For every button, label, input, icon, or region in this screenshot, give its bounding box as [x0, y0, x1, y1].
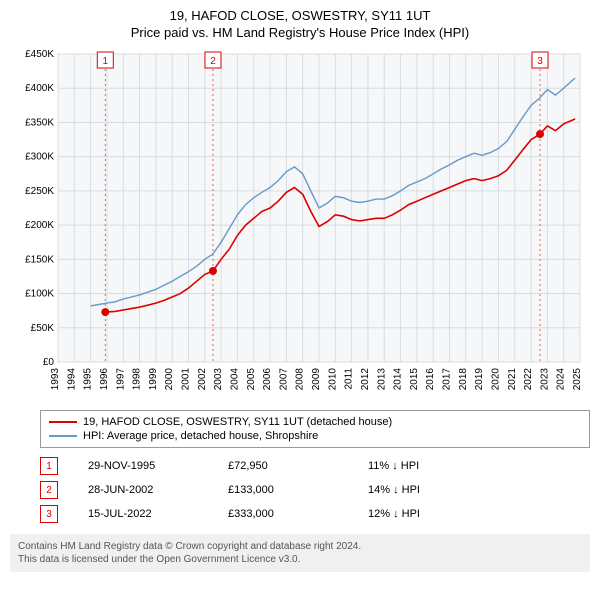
marker-delta: 14% ↓ HPI — [368, 484, 478, 496]
legend-swatch-1 — [49, 421, 77, 423]
marker-date: 15-JUL-2022 — [88, 508, 198, 520]
chart-svg: £0 £50K £100K £150K £200K £250K £300K £350K £400… — [10, 44, 590, 404]
svg-text:2025: 2025 — [572, 368, 583, 391]
svg-text:2014: 2014 — [393, 368, 404, 391]
title-subtitle: Price paid vs. HM Land Registry's House … — [0, 23, 600, 40]
legend-swatch-2 — [49, 435, 77, 437]
marker-delta: 12% ↓ HPI — [368, 508, 478, 520]
svg-text:2: 2 — [210, 56, 216, 67]
legend-box: 19, HAFOD CLOSE, OSWESTRY, SY11 1UT (det… — [40, 410, 590, 448]
marker-table: 1 29-NOV-1995 £72,950 11% ↓ HPI 2 28-JUN… — [40, 454, 590, 526]
svg-text:2010: 2010 — [327, 368, 338, 391]
svg-text:1993: 1993 — [50, 368, 61, 391]
svg-text:£350K: £350K — [25, 117, 54, 128]
svg-text:1999: 1999 — [148, 368, 159, 391]
svg-text:2021: 2021 — [507, 368, 518, 391]
svg-text:2022: 2022 — [523, 368, 534, 391]
svg-text:2002: 2002 — [197, 368, 208, 391]
svg-text:1997: 1997 — [115, 368, 126, 391]
svg-text:2001: 2001 — [181, 368, 192, 391]
svg-text:2012: 2012 — [360, 368, 371, 391]
svg-text:£200K: £200K — [25, 220, 54, 231]
svg-text:£400K: £400K — [25, 83, 54, 94]
svg-text:£300K: £300K — [25, 152, 54, 163]
svg-text:2024: 2024 — [556, 368, 567, 391]
copyright-box: Contains HM Land Registry data © Crown c… — [10, 534, 590, 572]
svg-text:2008: 2008 — [295, 368, 306, 391]
svg-text:2000: 2000 — [164, 368, 175, 391]
marker-badge: 2 — [40, 481, 58, 499]
svg-text:2011: 2011 — [344, 368, 355, 390]
title-address: 19, HAFOD CLOSE, OSWESTRY, SY11 1UT — [0, 0, 600, 23]
svg-text:2003: 2003 — [213, 368, 224, 391]
marker-date: 29-NOV-1995 — [88, 460, 198, 472]
svg-text:2013: 2013 — [376, 368, 387, 391]
svg-text:£0: £0 — [43, 357, 55, 368]
svg-text:1994: 1994 — [66, 368, 77, 391]
svg-text:£150K: £150K — [25, 254, 54, 265]
svg-text:2020: 2020 — [490, 368, 501, 391]
svg-text:£250K: £250K — [25, 186, 54, 197]
svg-text:£100K: £100K — [25, 289, 54, 300]
legend-row: 19, HAFOD CLOSE, OSWESTRY, SY11 1UT (det… — [49, 415, 581, 429]
legend-row: HPI: Average price, detached house, Shro… — [49, 429, 581, 443]
svg-text:2009: 2009 — [311, 368, 322, 391]
price-chart: £0 £50K £100K £150K £200K £250K £300K £350K £400… — [10, 44, 590, 404]
copyright-line: This data is licensed under the Open Gov… — [18, 553, 582, 566]
svg-text:2019: 2019 — [474, 368, 485, 391]
svg-text:1998: 1998 — [132, 368, 143, 391]
svg-text:2017: 2017 — [442, 368, 453, 391]
svg-text:1: 1 — [103, 56, 109, 67]
svg-text:2018: 2018 — [458, 368, 469, 391]
page-root: 19, HAFOD CLOSE, OSWESTRY, SY11 1UT Pric… — [0, 0, 600, 590]
svg-text:2023: 2023 — [539, 368, 550, 391]
svg-text:2016: 2016 — [425, 368, 436, 391]
svg-text:£50K: £50K — [31, 323, 55, 334]
marker-delta: 11% ↓ HPI — [368, 460, 478, 472]
marker-price: £133,000 — [228, 484, 338, 496]
svg-text:2007: 2007 — [278, 368, 289, 391]
marker-badge: 3 — [40, 505, 58, 523]
svg-text:2005: 2005 — [246, 368, 257, 391]
svg-text:2004: 2004 — [229, 368, 240, 391]
marker-date: 28-JUN-2002 — [88, 484, 198, 496]
marker-price: £72,950 — [228, 460, 338, 472]
marker-row: 2 28-JUN-2002 £133,000 14% ↓ HPI — [40, 478, 590, 502]
marker-row: 3 15-JUL-2022 £333,000 12% ↓ HPI — [40, 502, 590, 526]
copyright-line: Contains HM Land Registry data © Crown c… — [18, 540, 582, 553]
svg-text:2015: 2015 — [409, 368, 420, 391]
legend-label: HPI: Average price, detached house, Shro… — [83, 430, 318, 442]
svg-text:2006: 2006 — [262, 368, 273, 391]
svg-text:3: 3 — [537, 56, 543, 67]
marker-badge: 1 — [40, 457, 58, 475]
svg-text:£450K: £450K — [25, 49, 54, 60]
marker-price: £333,000 — [228, 508, 338, 520]
svg-text:1995: 1995 — [83, 368, 94, 391]
legend-label: 19, HAFOD CLOSE, OSWESTRY, SY11 1UT (det… — [83, 416, 392, 428]
marker-row: 1 29-NOV-1995 £72,950 11% ↓ HPI — [40, 454, 590, 478]
svg-text:1996: 1996 — [99, 368, 110, 391]
